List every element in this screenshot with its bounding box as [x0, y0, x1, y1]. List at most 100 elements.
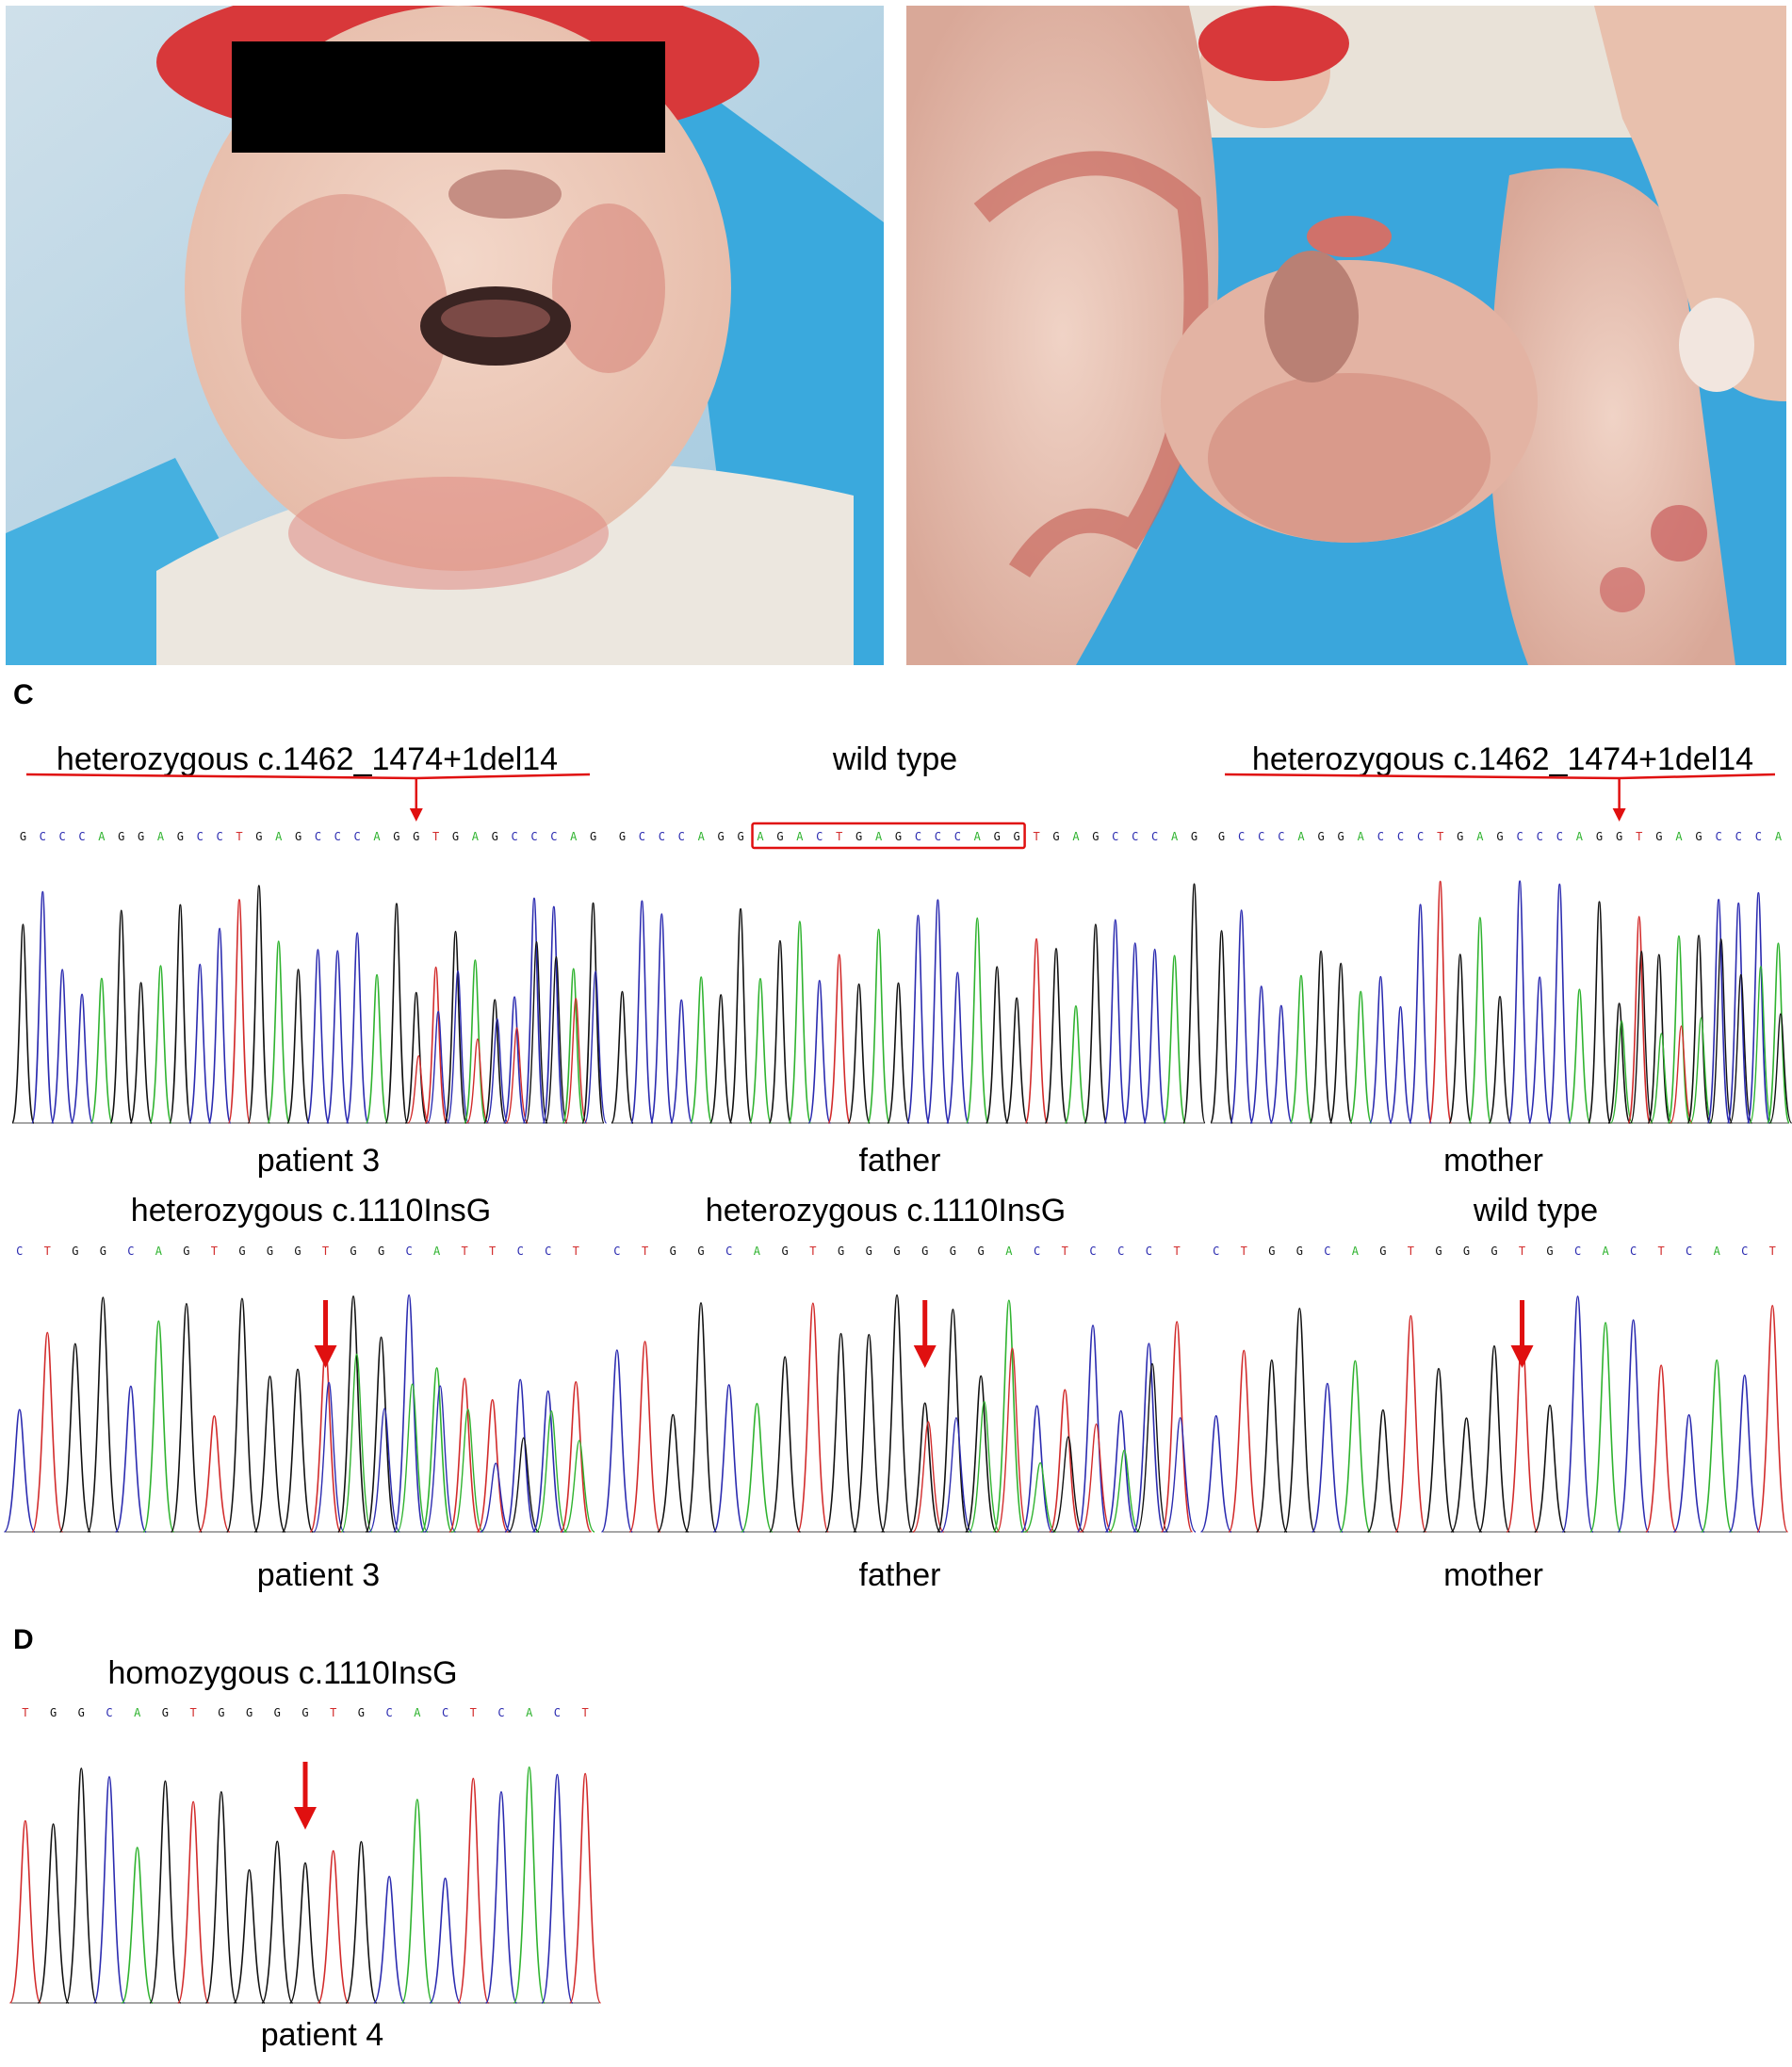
- peak: [630, 900, 654, 1124]
- base-call: A: [875, 830, 883, 843]
- trace-caption-c-top-2: father: [858, 1143, 941, 1179]
- base-call: A: [472, 830, 480, 843]
- peak: [965, 917, 989, 1124]
- trace-heading-c-top-3: heterozygous c.1462_1474+1del14: [1251, 741, 1754, 777]
- peak: [1123, 942, 1148, 1124]
- base-call: C: [1377, 830, 1384, 843]
- base-call: G: [1191, 830, 1197, 843]
- peak: [709, 994, 733, 1124]
- base-call: G: [1546, 1245, 1553, 1258]
- secondary-peak: [313, 1381, 345, 1533]
- trace-heading-c-bottom-1: heterozygous c.1110InsG: [130, 1193, 492, 1229]
- base-call: T: [432, 830, 439, 843]
- peak: [1024, 937, 1049, 1124]
- peak: [253, 1375, 286, 1533]
- base-call: C: [530, 830, 537, 843]
- peak: [326, 950, 350, 1124]
- base-call: T: [582, 1706, 589, 1719]
- peak: [1588, 901, 1611, 1124]
- base-call: T: [211, 1245, 218, 1258]
- peak: [50, 968, 74, 1124]
- peak: [1143, 948, 1166, 1124]
- peak: [1182, 883, 1206, 1124]
- peak: [114, 1385, 147, 1533]
- base-call: G: [350, 1245, 356, 1258]
- peak: [198, 1415, 231, 1533]
- base-call: C: [1258, 830, 1264, 843]
- base-call: G: [274, 1706, 281, 1719]
- base-call: T: [836, 830, 842, 843]
- trace-caption-c-bottom-2: father: [858, 1557, 941, 1593]
- clinical-photo-face: [6, 6, 884, 665]
- base-call: G: [138, 830, 144, 843]
- peak: [170, 1302, 203, 1533]
- peak: [1507, 880, 1532, 1124]
- base-call: G: [1268, 1245, 1275, 1258]
- base-call: C: [915, 830, 921, 843]
- base-call: G: [838, 1245, 844, 1258]
- base-call: C: [1686, 1245, 1692, 1258]
- secondary-peak: [340, 1353, 373, 1533]
- peak: [946, 971, 969, 1124]
- base-call: C: [442, 1706, 448, 1719]
- peak: [286, 968, 310, 1124]
- base-call: C: [554, 1706, 561, 1719]
- base-call: G: [295, 830, 301, 843]
- base-call: C: [197, 830, 204, 843]
- base-call: G: [978, 1245, 985, 1258]
- peak: [1686, 935, 1711, 1124]
- peak: [1667, 935, 1691, 1124]
- peak: [109, 909, 134, 1124]
- base-call: G: [1052, 830, 1059, 843]
- base-call: T: [809, 1245, 816, 1258]
- base-call: C: [659, 830, 665, 843]
- base-call: C: [386, 1706, 393, 1719]
- peak: [581, 902, 605, 1124]
- peak: [393, 1294, 426, 1533]
- base-call: C: [315, 830, 321, 843]
- base-call: A: [1072, 830, 1080, 843]
- base-call: C: [1516, 830, 1523, 843]
- peak: [1132, 1343, 1165, 1533]
- base-call: C: [354, 830, 361, 843]
- secondary-peak: [968, 1400, 1001, 1533]
- secondary-peak: [507, 1437, 540, 1533]
- base-call: A: [98, 830, 106, 843]
- base-call: G: [1092, 830, 1099, 843]
- peak: [1561, 1295, 1594, 1533]
- base-call: A: [275, 830, 283, 843]
- peak: [1249, 985, 1274, 1124]
- peak: [11, 923, 35, 1124]
- base-call: C: [1324, 1245, 1330, 1258]
- trace-heading-c-top-1: heterozygous c.1462_1474+1del14: [56, 741, 559, 777]
- base-call: A: [414, 1706, 421, 1719]
- base-call: C: [1278, 830, 1284, 843]
- secondary-peak: [939, 1417, 973, 1533]
- base-call: A: [1005, 1245, 1013, 1258]
- base-call: C: [1146, 1245, 1152, 1258]
- base-call: G: [1491, 1245, 1497, 1258]
- peak: [1230, 909, 1254, 1124]
- peak: [985, 966, 1009, 1124]
- secondary-peak: [1629, 950, 1654, 1124]
- secondary-peak: [446, 969, 470, 1124]
- peak: [1527, 976, 1552, 1124]
- peak: [37, 1823, 70, 2004]
- base-call: C: [511, 830, 517, 843]
- peak: [31, 1331, 64, 1533]
- trace-caption-c-bottom-1: patient 3: [256, 1557, 381, 1593]
- secondary-peak: [1024, 1461, 1056, 1533]
- base-call: C: [216, 830, 222, 843]
- peak: [1422, 1367, 1455, 1533]
- base-call: T: [1437, 830, 1443, 843]
- peak: [1076, 1324, 1110, 1533]
- base-call: G: [393, 830, 399, 843]
- peak: [1428, 880, 1453, 1124]
- base-call: G: [72, 1245, 78, 1258]
- base-call: G: [255, 830, 262, 843]
- base-call: G: [782, 1245, 789, 1258]
- peak: [504, 1378, 537, 1533]
- base-call: A: [526, 1706, 533, 1719]
